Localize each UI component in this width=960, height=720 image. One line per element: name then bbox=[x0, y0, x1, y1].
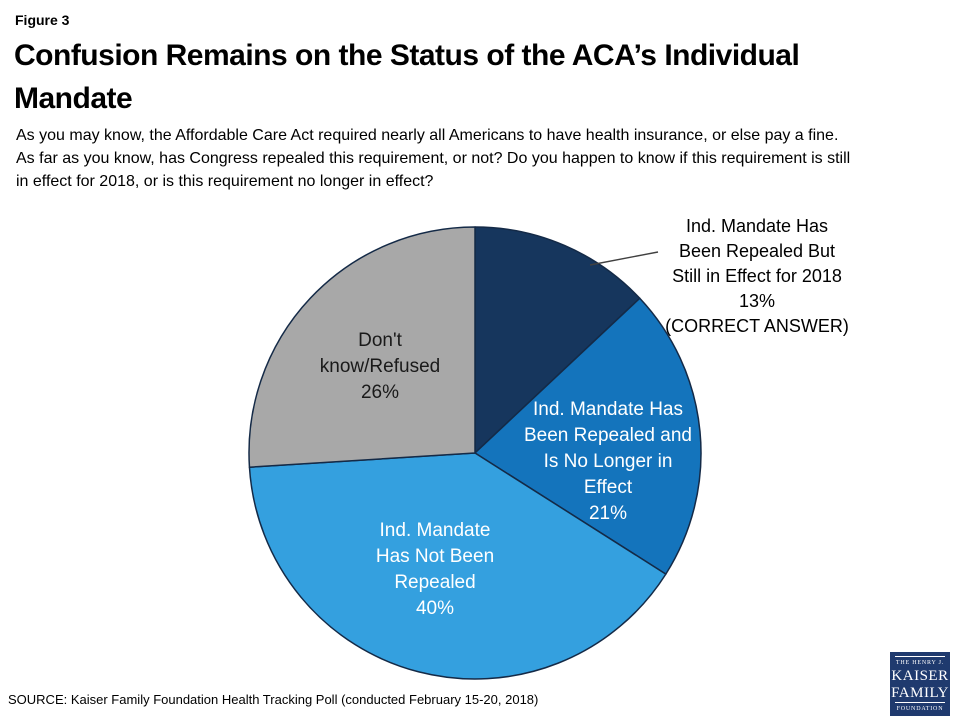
subtitle-question: As you may know, the Affordable Care Act… bbox=[16, 127, 851, 190]
page-title: Confusion Remains on the Status of the A… bbox=[14, 39, 800, 115]
slice-label-repealed-still-in-effect: Ind. Mandate Has Been Repealed But Still… bbox=[665, 216, 849, 336]
logo-top-rule bbox=[895, 656, 945, 657]
pie-slice-0 bbox=[474, 226, 641, 454]
source-note: SOURCE: Kaiser Family Foundation Health … bbox=[8, 692, 539, 707]
pie-slice-3 bbox=[248, 226, 476, 468]
logo-bottom-rule bbox=[895, 701, 945, 703]
leader-line bbox=[589, 251, 659, 266]
slice-label-repealed-no-longer-in-effect: Ind. Mandate Has Been Repealed and Is No… bbox=[524, 399, 692, 524]
figure-label: Figure 3 bbox=[15, 12, 70, 28]
slice-label-dont-know: Don't know/Refused 26% bbox=[319, 330, 441, 403]
slice-label-not-repealed: Ind. Mandate Has Not Been Repealed 40% bbox=[375, 520, 495, 619]
kff-logo: THE HENRY J. KAISER FAMILY FOUNDATION bbox=[890, 652, 950, 716]
logo-foundation-line: FOUNDATION bbox=[896, 705, 944, 712]
pie-slice-1 bbox=[474, 297, 702, 575]
logo-kaiser-line: KAISER bbox=[891, 668, 949, 685]
logo-family-line: FAMILY bbox=[891, 684, 949, 701]
pie-slices bbox=[248, 226, 702, 680]
logo-henry-line: THE HENRY J. bbox=[895, 660, 945, 667]
pie-slice-2 bbox=[248, 452, 667, 680]
